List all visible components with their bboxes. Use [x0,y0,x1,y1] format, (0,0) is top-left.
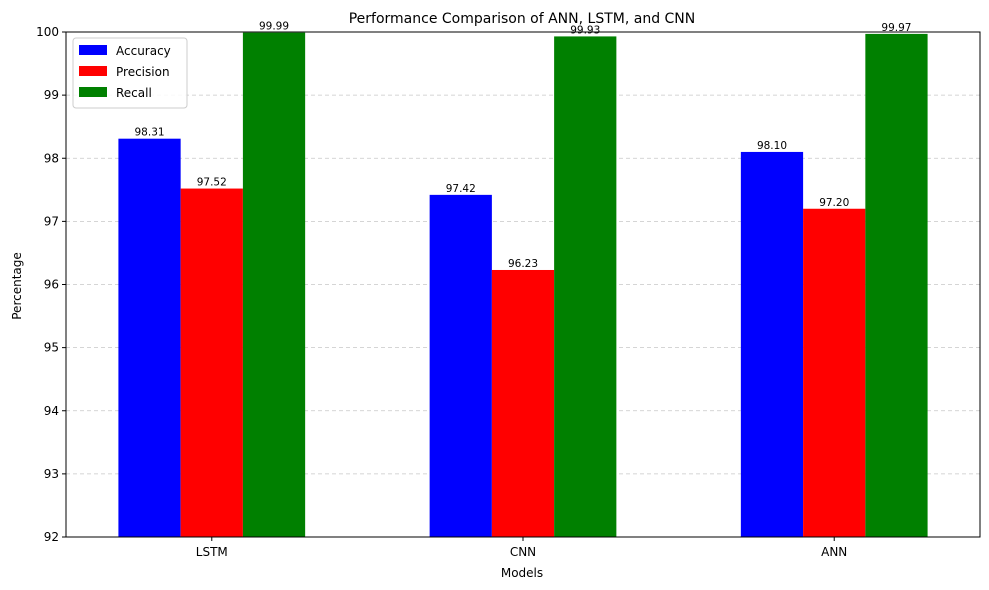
bar-recall [242,32,306,537]
y-tick-label: 93 [44,467,59,481]
bar-precision [180,188,243,538]
legend-swatch-precision [79,66,107,76]
data-label: 96.23 [508,258,538,270]
data-label: 97.42 [446,183,476,195]
y-tick-label: 92 [44,530,59,544]
data-label: 97.20 [819,197,849,209]
y-tick-label: 96 [44,278,59,292]
data-label: 99.97 [881,22,911,34]
legend: Accuracy Precision Recall [72,37,188,109]
y-tick-label: 97 [44,214,59,228]
legend-label-accuracy: Accuracy [116,44,171,58]
data-label: 97.52 [197,177,227,189]
bars-group [118,32,928,538]
bar-accuracy [740,151,804,537]
bar-precision [491,269,555,537]
data-label: 99.93 [570,24,600,36]
x-tick-label: ANN [821,545,847,559]
data-label: 98.31 [135,127,165,139]
y-tick-label: 95 [44,341,59,355]
legend-swatch-accuracy [79,45,107,55]
y-tick-label: 100 [36,25,59,39]
y-tick-label: 99 [44,88,59,102]
x-tick-label: LSTM [196,545,228,559]
legend-swatch-recall [79,87,107,97]
data-labels-group: 98.31 97.52 99.99 97.42 96.23 99.93 98.10 97.20… [135,21,912,270]
bar-accuracy [118,138,181,537]
data-label: 99.99 [259,21,289,33]
legend-label-precision: Precision [116,65,170,79]
y-tick-label: 94 [44,404,59,418]
legend-label-recall: Recall [116,86,152,100]
x-axis: LSTM CNN ANN [196,537,847,559]
bar-precision [803,208,866,537]
y-tick-label: 98 [44,151,59,165]
bar-recall [554,36,617,537]
y-axis: 92 93 94 95 96 97 98 99 100 [36,25,66,544]
data-label: 98.10 [757,140,787,152]
x-axis-label: Models [501,566,543,580]
chart-title: Performance Comparison of ANN, LSTM, and… [349,11,696,27]
y-axis-label: Percentage [10,252,24,320]
bar-accuracy [429,194,492,538]
x-tick-label: CNN [510,545,536,559]
bar-recall [865,33,928,538]
